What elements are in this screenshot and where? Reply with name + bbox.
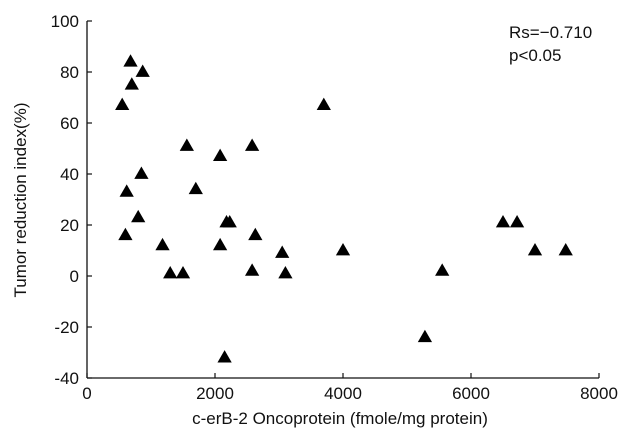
data-point-triangle — [222, 214, 237, 228]
y-tick-label: 60 — [60, 114, 79, 133]
x-tick-label: 8000 — [580, 384, 618, 403]
significance-annotation: p<0.05 — [509, 46, 561, 65]
y-tick-label: 40 — [60, 165, 79, 184]
data-point-triangle — [188, 181, 203, 195]
y-axis-title: Tumor reduction index(%) — [11, 103, 30, 298]
data-point-triangle — [527, 243, 543, 256]
data-points — [115, 54, 573, 363]
data-point-triangle — [135, 64, 150, 77]
data-point-triangle — [335, 243, 351, 256]
data-point-triangle — [316, 97, 331, 111]
x-axis-title: c-erB-2 Oncoprotein (fmole/mg protein) — [192, 409, 488, 428]
data-point-triangle — [509, 214, 525, 228]
data-point-triangle — [212, 237, 228, 251]
y-tick-label: 20 — [60, 216, 79, 235]
ticks: -40 -20 0 20 40 60 80 100 0 2000 4000 6000 8000 — [51, 12, 618, 403]
data-point-triangle — [131, 209, 146, 223]
data-point-triangle — [118, 227, 133, 241]
data-point-triangle — [123, 54, 138, 67]
data-point-triangle — [179, 138, 194, 151]
y-tick-label: 80 — [60, 63, 79, 82]
x-tick-label: 0 — [82, 384, 91, 403]
correlation-annotation: Rs=−0.710 — [509, 23, 592, 42]
x-tick-label: 2000 — [196, 384, 234, 403]
y-tick-label: -40 — [54, 369, 79, 388]
data-point-triangle — [248, 227, 263, 241]
data-point-triangle — [134, 166, 149, 179]
x-tick-label: 4000 — [324, 384, 362, 403]
data-point-triangle — [435, 263, 450, 276]
data-point-triangle — [278, 265, 293, 279]
data-point-triangle — [175, 265, 191, 279]
axes — [86, 21, 599, 379]
data-point-triangle — [212, 148, 228, 162]
data-point-triangle — [119, 184, 134, 197]
data-point-triangle — [124, 77, 139, 90]
data-point-triangle — [558, 243, 573, 256]
data-point-triangle — [417, 329, 433, 343]
x-tick-label: 6000 — [452, 384, 490, 403]
data-point-triangle — [115, 97, 130, 111]
data-point-triangle — [244, 138, 260, 151]
data-point-triangle — [244, 263, 260, 276]
data-point-triangle — [217, 350, 232, 363]
y-tick-label: 0 — [70, 267, 79, 286]
data-point-triangle — [495, 214, 511, 228]
data-point-triangle — [163, 265, 178, 279]
data-point-triangle — [155, 237, 170, 251]
y-tick-label: -20 — [54, 318, 79, 337]
y-tick-label: 100 — [51, 12, 79, 31]
data-point-triangle — [275, 245, 290, 258]
